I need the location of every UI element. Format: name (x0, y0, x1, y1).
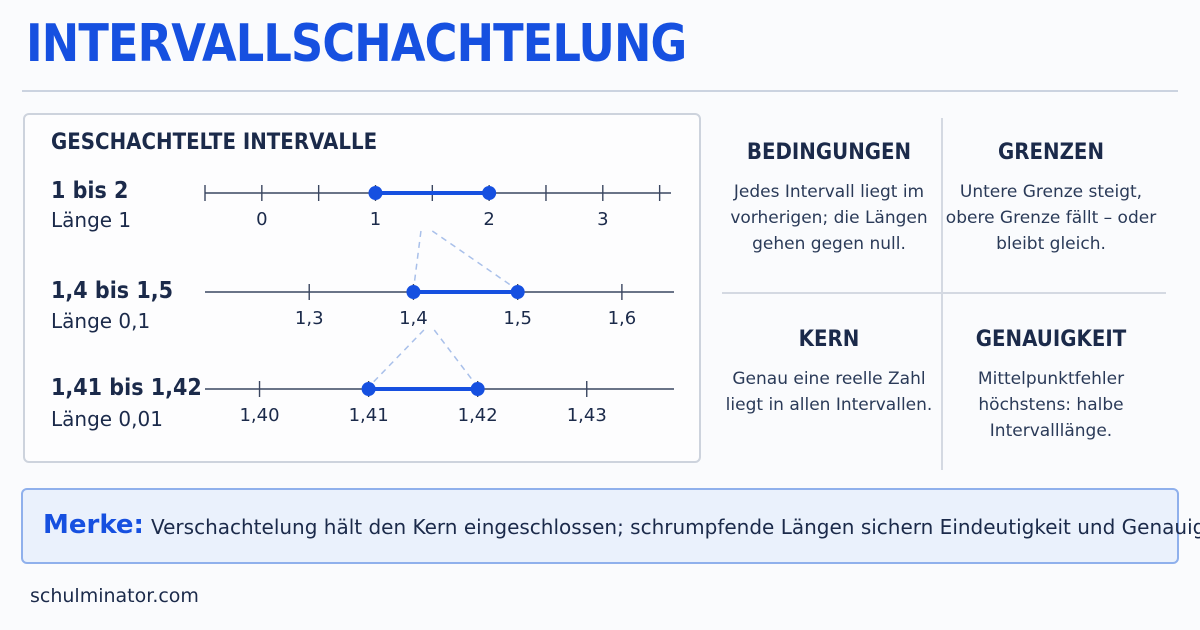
connector-line-1-1 (412, 230, 422, 291)
footer-url: schulminator.com (30, 585, 199, 607)
tick-label: 1,43 (567, 405, 607, 426)
interval-lower-endpoint (368, 186, 383, 200)
cell-kern: KERN Genau eine reelle Zahl liegt in all… (719, 327, 939, 418)
tick-label: 0 (256, 209, 267, 230)
cell-text: Jedes Intervall liegt im vorherigen; die… (730, 182, 928, 254)
interval-lower-endpoint (406, 285, 421, 299)
connector-line-1-2 (431, 230, 519, 291)
tick-label: 1,40 (239, 405, 279, 426)
cell-heading: BEDINGUNGEN (746, 140, 912, 165)
nested-intervals-panel (23, 113, 701, 463)
title-divider (22, 90, 1178, 92)
interval-lower-endpoint (361, 382, 376, 396)
row-1-name: 1 bis 2 (51, 178, 129, 204)
cell-grenzen: GRENZEN Untere Grenze steigt, obere Gren… (941, 140, 1161, 257)
tick-label: 1,41 (349, 405, 389, 426)
panel-title: GESCHACHTELTE INTERVALLE (51, 130, 378, 155)
grid-horizontal-divider (722, 292, 1166, 294)
connector-line-2-2 (433, 329, 479, 388)
merke-box (21, 488, 1179, 564)
cell-text: Mittelpunktfehler höchstens: halbe Inter… (977, 369, 1125, 441)
row-2-name: 1,4 bis 1,5 (51, 278, 173, 304)
interval-upper-endpoint (510, 285, 525, 299)
tick-label: 2 (483, 209, 494, 230)
row-3-name: 1,41 bis 1,42 (51, 375, 202, 401)
tick-label: 1 (370, 209, 381, 230)
interval-upper-endpoint (482, 186, 497, 200)
row-3-length: Länge 0,01 (51, 407, 163, 431)
tick-label: 3 (597, 209, 608, 230)
interval-upper-endpoint (470, 382, 485, 396)
cell-text: Untere Grenze steigt, obere Grenze fällt… (945, 182, 1157, 254)
row-1-length: Länge 1 (51, 208, 132, 232)
tick-label: 1,6 (608, 308, 637, 329)
tick-label: 1,5 (503, 308, 532, 329)
cell-heading: KERN (798, 327, 860, 352)
cell-bedingungen: BEDINGUNGEN Jedes Intervall liegt im vor… (719, 140, 939, 257)
cell-genauigkeit: GENAUIGKEIT Mittelpunktfehler höchstens:… (941, 327, 1161, 444)
cell-text: Genau eine reelle Zahl liegt in allen In… (725, 369, 933, 415)
cell-heading: GENAUIGKEIT (975, 327, 1127, 352)
row-2-length: Länge 0,1 (51, 309, 151, 333)
merke-label: Merke: (43, 510, 144, 540)
page-title: INTERVALLSCHACHTELUNG (26, 14, 687, 74)
merke-text: Verschachtelung hält den Kern eingeschlo… (151, 515, 1200, 539)
tick-label: 1,3 (295, 308, 324, 329)
grid-vertical-divider (941, 118, 943, 470)
connector-line-2-1 (368, 329, 425, 388)
tick-label: 1,42 (458, 405, 498, 426)
tick-label: 1,4 (399, 308, 428, 329)
cell-heading: GRENZEN (997, 140, 1105, 165)
